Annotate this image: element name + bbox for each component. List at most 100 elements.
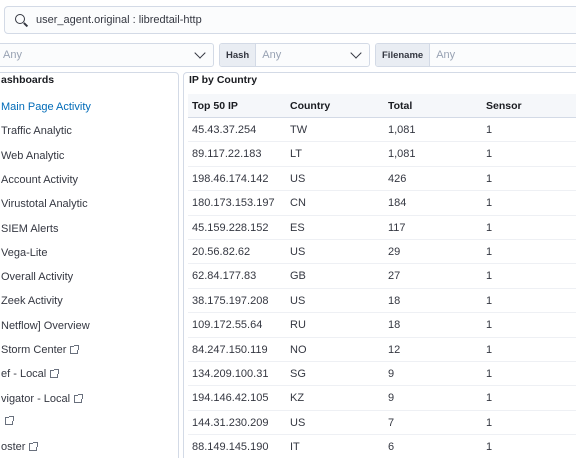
nav-item-traffic-analytic[interactable]: Traffic Analytic [1, 125, 72, 137]
table-row: 84.247.150.119 NO 12 1 [188, 338, 576, 362]
cell-sensor: 1 [486, 441, 493, 454]
table-row: 198.46.174.142 US 426 1 [188, 167, 576, 192]
cell-country: IT [290, 441, 300, 454]
cell-ip: 194.146.42.105 [192, 392, 269, 405]
external-link-icon [74, 394, 84, 403]
column-header-ip[interactable]: Top 50 IP [192, 100, 238, 112]
column-header-country[interactable]: Country [290, 100, 331, 112]
cell-ip: 89.117.22.183 [192, 148, 262, 161]
cell-country: US [290, 245, 306, 258]
nav-item-label: Zeek Activity [1, 295, 63, 307]
external-link-icon [70, 345, 80, 354]
cell-country: ES [290, 221, 305, 234]
cell-total: 6 [388, 441, 395, 454]
nav-item-virustotal-analytic[interactable]: Virustotal Analytic [1, 198, 88, 210]
nav-item-vigator-local[interactable]: vigator - Local [1, 393, 84, 405]
cell-ip: 134.209.100.31 [192, 367, 269, 380]
cell-country: CN [290, 197, 306, 210]
nav-item-storm-center[interactable]: Storm Center [1, 344, 80, 356]
cell-country: US [290, 294, 306, 307]
filter-first-value: Any [3, 49, 22, 61]
cell-total: 184 [388, 197, 407, 210]
cell-total: 9 [388, 367, 395, 380]
filter-filename-label: Filename [376, 44, 431, 66]
cell-sensor: 1 [486, 172, 493, 185]
table-row: 45.159.228.152 ES 117 1 [188, 216, 576, 240]
table-row: 88.149.145.190 IT 6 1 [188, 435, 576, 458]
nav-item-netflow-overview[interactable]: Netflow] Overview [1, 320, 90, 332]
cell-ip: 84.247.150.119 [192, 343, 268, 356]
cell-sensor: 1 [486, 124, 493, 136]
search-bar[interactable]: user_agent.original : libredtail-http [4, 6, 576, 34]
cell-total: 27 [388, 270, 401, 283]
table-row: 109.172.55.64 RU 18 1 [188, 313, 576, 338]
external-link-icon [5, 416, 14, 425]
cell-ip: 62.84.177.83 [192, 270, 257, 283]
cell-ip: 45.159.228.152 [192, 221, 269, 234]
cell-total: 1,081 [388, 124, 416, 136]
cell-total: 117 [388, 221, 406, 234]
nav-item-vega-lite[interactable]: Vega-Lite [1, 247, 47, 259]
external-link-icon [29, 442, 39, 451]
chevron-down-icon [194, 47, 206, 59]
cell-total: 9 [388, 392, 395, 405]
table-row: 20.56.82.62 US 29 1 [188, 240, 576, 265]
cell-sensor: 1 [486, 197, 493, 210]
cell-country: US [290, 172, 306, 185]
nav-item-label: vigator - Local [1, 393, 71, 405]
nav-item-siem-alerts[interactable]: SIEM Alerts [1, 223, 58, 235]
cell-sensor: 1 [486, 343, 493, 356]
column-header-total[interactable]: Total [388, 100, 413, 112]
filter-hash-value: Any [262, 49, 282, 61]
nav-item-label: SIEM Alerts [1, 223, 59, 235]
cell-sensor: 1 [486, 245, 493, 258]
cell-ip: 144.31.230.209 [192, 416, 269, 429]
filter-first[interactable]: Any [0, 43, 214, 67]
nav-item-label: Traffic Analytic [1, 125, 72, 137]
nav-item-main-page-activity[interactable]: Main Page Activity [1, 101, 91, 113]
nav-item-oster[interactable]: oster [1, 441, 39, 453]
cell-country: GB [290, 270, 306, 283]
ip-by-country-panel: IP by Country Top 50 IP Country Total Se… [183, 72, 576, 458]
cell-country: TW [290, 124, 308, 136]
cell-country: NO [290, 343, 307, 356]
cell-total: 426 [388, 172, 407, 185]
table-header: Top 50 IP Country Total Sensor [188, 94, 576, 118]
cell-country: RU [290, 319, 306, 332]
cell-ip: 20.56.82.62 [192, 245, 251, 258]
nav-item-label: Netflow] Overview [1, 320, 90, 332]
filter-hash[interactable]: Hash Any [219, 43, 370, 67]
cell-ip: 45.43.37.254 [192, 124, 257, 136]
nav-item-zeek-activity[interactable]: Zeek Activity [1, 295, 63, 307]
nav-item-ef-local[interactable]: ef - Local [1, 368, 60, 380]
table-row: 144.31.230.209 US 7 1 [188, 411, 576, 436]
column-header-sensor[interactable]: Sensor [486, 100, 522, 112]
cell-sensor: 1 [486, 319, 493, 332]
external-link-icon [50, 369, 60, 378]
table-row: 194.146.42.105 KZ 9 1 [188, 386, 576, 411]
cell-total: 18 [388, 294, 401, 307]
search-query[interactable]: user_agent.original : libredtail-http [36, 14, 202, 26]
nav-item-label: ef - Local [1, 368, 47, 380]
cell-sensor: 1 [486, 416, 493, 429]
filter-hash-label: Hash [220, 44, 257, 66]
chevron-down-icon [350, 47, 362, 59]
table-row: 38.175.197.208 US 18 1 [188, 289, 576, 314]
cell-ip: 109.172.55.64 [192, 319, 263, 332]
cell-total: 12 [388, 343, 401, 356]
table-row: 134.209.100.31 SG 9 1 [188, 362, 576, 387]
nav-item-link[interactable] [1, 416, 14, 425]
nav-item-web-analytic[interactable]: Web Analytic [1, 150, 64, 162]
panel-title: IP by Country [189, 74, 258, 86]
filter-filename[interactable]: Filename Any [375, 43, 576, 67]
nav-item-overall-activity[interactable]: Overall Activity [1, 271, 73, 283]
nav-item-account-activity[interactable]: Account Activity [1, 174, 78, 186]
nav-item-label: Account Activity [1, 174, 79, 186]
table-row: 45.43.37.254 TW 1,081 1 [188, 118, 576, 143]
table-row: 89.117.22.183 LT 1,081 1 [188, 142, 576, 167]
nav-item-label: Storm Center [1, 344, 67, 356]
nav-item-label: oster [1, 441, 26, 453]
cell-ip: 198.46.174.142 [192, 172, 269, 185]
table-row: 62.84.177.83 GB 27 1 [188, 264, 576, 289]
cell-sensor: 1 [486, 221, 493, 234]
